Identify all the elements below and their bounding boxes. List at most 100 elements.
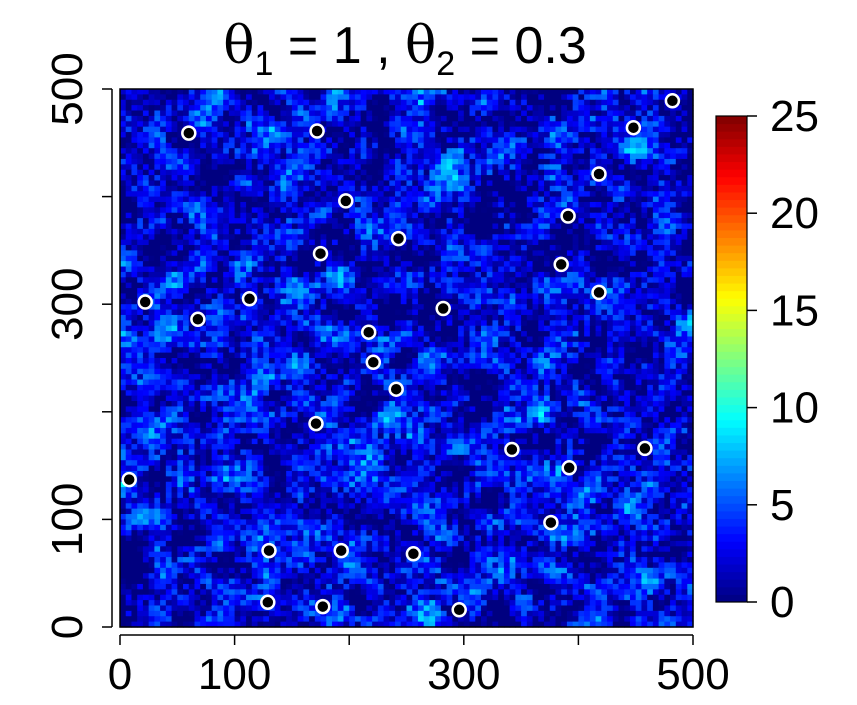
- data-point: [260, 594, 276, 611]
- data-point: [451, 602, 467, 618]
- colorbar-swatch: [716, 404, 747, 413]
- colorbar-swatch: [716, 526, 747, 535]
- colorbar-swatch: [716, 412, 747, 421]
- colorbar-swatch: [716, 503, 747, 512]
- data-point: [388, 381, 404, 397]
- colorbar-swatch: [716, 442, 747, 451]
- data-point: [315, 598, 331, 615]
- colorbar-swatch: [716, 298, 747, 307]
- title-theta2-symbol: θ: [405, 16, 436, 76]
- colorbar-swatch: [716, 465, 747, 474]
- data-point: [181, 125, 197, 141]
- x-tick-label: 0: [108, 650, 132, 699]
- colorbar-swatch: [716, 229, 747, 238]
- colorbar-swatch: [716, 396, 747, 406]
- data-point: [365, 354, 382, 371]
- data-point: [308, 415, 324, 432]
- colorbar-swatch: [716, 571, 747, 580]
- data-point: [137, 294, 153, 310]
- colorbar-swatch: [716, 321, 747, 330]
- svg-text:θ1 = 1 , θ2 = 0.3: θ1 = 1 , θ2 = 0.3: [223, 16, 587, 83]
- colorbar-swatch: [716, 305, 747, 314]
- data-point: [405, 546, 422, 562]
- colorbar-swatch: [716, 556, 747, 565]
- y-tick-label: 100: [43, 483, 92, 556]
- colorbar-swatch: [716, 199, 747, 208]
- data-point: [553, 256, 569, 273]
- colorbar-swatch: [716, 123, 747, 132]
- colorbar-swatch: [716, 237, 747, 246]
- y-tick-label: 500: [43, 52, 92, 125]
- colorbar-swatch: [716, 480, 747, 489]
- colorbar-swatch: [716, 184, 747, 193]
- colorbar-swatch: [716, 191, 747, 201]
- colorbar-tick-label: 10: [770, 384, 819, 433]
- data-point: [190, 311, 206, 328]
- chart-title: θ1 = 1 , θ2 = 0.3: [223, 16, 587, 83]
- colorbar-swatch: [716, 116, 747, 125]
- title-theta1-symbol: θ: [223, 16, 254, 76]
- data-point: [591, 166, 607, 182]
- colorbar-swatch: [716, 389, 747, 398]
- colorbar-swatch: [716, 488, 747, 497]
- colorbar-swatch: [716, 313, 747, 322]
- colorbar-swatch: [716, 161, 747, 170]
- colorbar-swatch: [716, 374, 747, 383]
- colorbar-swatch: [716, 564, 747, 573]
- colorbar-swatch: [716, 450, 747, 459]
- colorbar-swatch: [716, 586, 747, 595]
- colorbar-swatch: [716, 283, 747, 292]
- data-point: [360, 324, 377, 340]
- y-tick-label: 300: [43, 267, 92, 340]
- x-axis: 0 100 300 500: [108, 634, 730, 699]
- colorbar-swatch: [716, 579, 747, 588]
- colorbar-tick-label: 15: [770, 286, 819, 335]
- data-point: [435, 300, 451, 317]
- y-tick-label: 0: [43, 615, 92, 639]
- title-theta2-subscript: 2: [436, 45, 455, 83]
- colorbar-swatch: [716, 518, 747, 527]
- data-point: [338, 193, 354, 209]
- colorbar-swatch: [716, 472, 747, 481]
- colorbar-swatch: [716, 222, 747, 231]
- data-point: [664, 93, 681, 109]
- colorbar-swatch: [716, 153, 747, 163]
- colorbar-swatch: [716, 541, 747, 550]
- colorbar-swatch: [716, 419, 747, 428]
- colorbar: 0 5 10 15 20 25: [715, 92, 819, 627]
- colorbar-swatch: [716, 267, 747, 276]
- x-tick-label: 100: [198, 650, 271, 699]
- colorbar-swatch: [716, 366, 747, 375]
- data-point: [261, 542, 277, 559]
- data-point: [504, 441, 520, 458]
- data-point: [543, 514, 559, 531]
- data-point: [121, 471, 137, 488]
- y-axis: 0 100 300 500: [43, 52, 113, 639]
- colorbar-swatch: [716, 351, 747, 360]
- colorbar-swatch: [716, 245, 747, 254]
- colorbar-tick-label: 5: [770, 481, 794, 530]
- colorbar-tick-label: 25: [770, 92, 819, 141]
- title-theta2-value: = 0.3: [455, 17, 587, 75]
- colorbar-swatch: [716, 427, 747, 436]
- colorbar-swatch: [716, 457, 747, 466]
- data-point: [591, 284, 607, 301]
- data-point: [637, 440, 653, 457]
- colorbar-swatch: [716, 207, 747, 216]
- colorbar-swatch: [716, 381, 747, 390]
- heatmap-cells: [120, 89, 694, 628]
- point-markers: [121, 93, 681, 618]
- colorbar-swatch: [716, 495, 747, 504]
- title-theta1-value: = 1 ,: [273, 17, 405, 75]
- colorbar-swatch: [716, 275, 747, 284]
- colorbar-swatch: [716, 252, 747, 261]
- colorbar-swatch: [716, 533, 747, 542]
- colorbar-swatch: [716, 146, 747, 155]
- data-point: [309, 123, 325, 139]
- x-tick-label: 300: [427, 650, 500, 699]
- data-point: [333, 542, 349, 559]
- colorbar-swatch: [716, 343, 747, 352]
- data-point: [390, 230, 407, 247]
- colorbar-swatch: [716, 434, 747, 444]
